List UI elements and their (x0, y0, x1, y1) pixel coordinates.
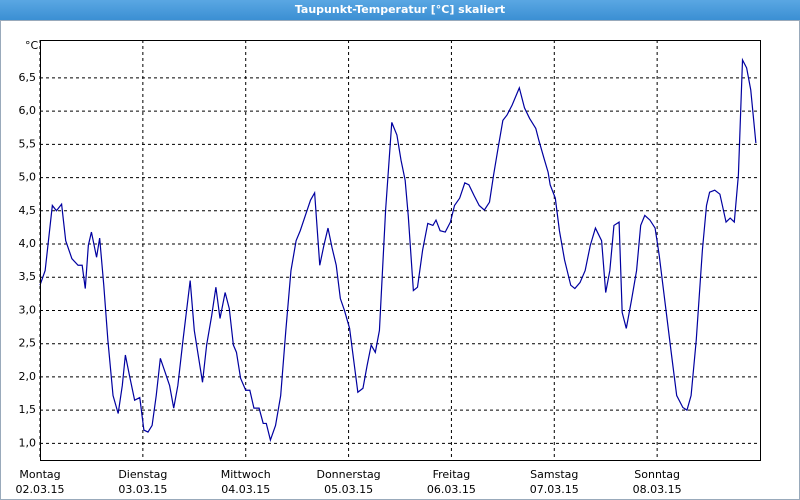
y-tick-label: 1,5 (19, 403, 37, 416)
x-tick-date: 08.03.15 (633, 483, 682, 496)
plot-border (40, 40, 761, 461)
window-border (0, 20, 800, 500)
x-tick-date: 05.03.15 (324, 483, 373, 496)
y-tick-label: 5,5 (19, 137, 37, 150)
y-tick-label: 4,5 (19, 204, 37, 217)
y-unit: °C (25, 39, 39, 52)
y-tick-label: 6,5 (19, 71, 37, 84)
y-tick-label: 6,0 (19, 104, 37, 117)
y-tick-label: 1,0 (19, 436, 37, 449)
y-tick-label: 2,5 (19, 337, 37, 350)
x-tick-date: 06.03.15 (427, 483, 476, 496)
y-tick-label: 2,0 (19, 370, 37, 383)
x-tick-date: 07.03.15 (530, 483, 579, 496)
chart-title: Taupunkt-Temperatur [°C] skaliert (295, 3, 505, 16)
title-bar (0, 0, 800, 20)
x-tick-date: 02.03.15 (16, 483, 65, 496)
x-tick-label: Dienstag (118, 468, 167, 481)
x-tick-label: Donnerstag (316, 468, 380, 481)
data-line (39, 57, 757, 443)
x-tick-label: Montag (19, 468, 60, 481)
y-tick-label: 5,0 (19, 171, 37, 184)
x-tick-label: Sonntag (634, 468, 680, 481)
x-tick-label: Samstag (530, 468, 578, 481)
x-tick-date: 03.03.15 (118, 483, 167, 496)
y-tick-label: 3,5 (19, 270, 37, 283)
y-tick-label: 3,0 (19, 303, 37, 316)
x-tick-label: Freitag (433, 468, 471, 481)
y-tick-label: 4,0 (19, 237, 37, 250)
x-tick-label: Mittwoch (221, 468, 271, 481)
x-tick-date: 04.03.15 (221, 483, 270, 496)
